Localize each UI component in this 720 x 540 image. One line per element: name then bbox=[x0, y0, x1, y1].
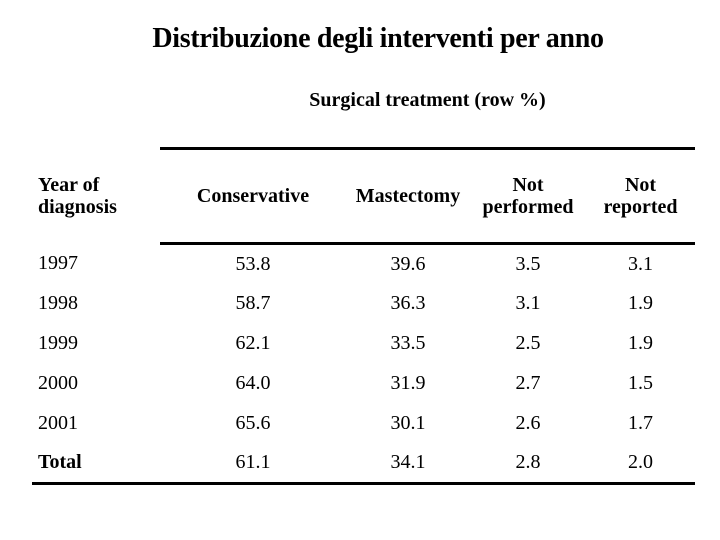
table-cell: 31.9 bbox=[390, 372, 426, 394]
table-row: 2001 65.6 30.1 2.6 1.7 bbox=[32, 404, 695, 444]
table-cell: 3.1 bbox=[628, 252, 653, 275]
table-cell: 2.8 bbox=[470, 443, 586, 485]
table-cell: 1.5 bbox=[628, 372, 653, 394]
row-label-cell: 1999 bbox=[38, 332, 78, 354]
row-label-cell: Total bbox=[32, 443, 160, 485]
table-cell: 33.5 bbox=[390, 332, 426, 354]
table-row: 1998 58.7 36.3 3.1 1.9 bbox=[32, 284, 695, 324]
table-cell: 61.1 bbox=[160, 443, 346, 485]
column-header-conservative: Conservative bbox=[160, 147, 346, 245]
header-row: Year of diagnosis Conservative Mastectom… bbox=[32, 147, 695, 245]
table-cell: 39.6 bbox=[390, 252, 426, 275]
table-cell: 3.5 bbox=[515, 252, 541, 275]
column-header-mastectomy: Mastectomy bbox=[346, 147, 470, 245]
table-caption: Surgical treatment (row %) bbox=[309, 89, 546, 111]
surgical-treatment-table: Year of diagnosis Conservative Mastectom… bbox=[32, 147, 695, 485]
column-header-year-of-diagnosis: Year of diagnosis bbox=[38, 174, 117, 218]
table-cell: 1.7 bbox=[628, 412, 653, 434]
table-cell: 2.6 bbox=[515, 412, 541, 434]
table-row: 1999 62.1 33.5 2.5 1.9 bbox=[32, 324, 695, 364]
table-row: 1997 53.8 39.6 3.5 3.1 bbox=[32, 244, 695, 284]
row-label-cell: 2000 bbox=[38, 372, 78, 394]
table-cell: 65.6 bbox=[235, 412, 271, 434]
table-cell: 2.0 bbox=[586, 443, 695, 485]
table-cell: 3.1 bbox=[515, 292, 541, 314]
table-cell: 53.8 bbox=[235, 252, 271, 275]
row-label-cell: 2001 bbox=[38, 412, 78, 434]
column-header-not-performed: Not performed bbox=[470, 147, 586, 245]
table-cell: 1.9 bbox=[628, 292, 653, 314]
column-header-not-reported: Not reported bbox=[586, 147, 695, 245]
table-cell: 62.1 bbox=[235, 332, 271, 354]
row-label-cell: 1997 bbox=[38, 252, 78, 274]
table-cell: 2.7 bbox=[515, 372, 541, 394]
table-cell: 1.9 bbox=[628, 332, 653, 354]
table-row-total: Total 61.1 34.1 2.8 2.0 bbox=[32, 443, 695, 485]
row-label-cell: 1998 bbox=[38, 292, 78, 314]
table-cell: 58.7 bbox=[235, 292, 271, 314]
table-cell: 36.3 bbox=[390, 292, 426, 314]
slide-title: Distribuzione degli interventi per anno bbox=[152, 23, 604, 54]
table-cell: 64.0 bbox=[235, 372, 271, 394]
table-cell: 34.1 bbox=[346, 443, 470, 485]
table-row: 2000 64.0 31.9 2.7 1.5 bbox=[32, 364, 695, 404]
table-cell: 30.1 bbox=[390, 412, 426, 434]
table-cell: 2.5 bbox=[515, 332, 541, 354]
